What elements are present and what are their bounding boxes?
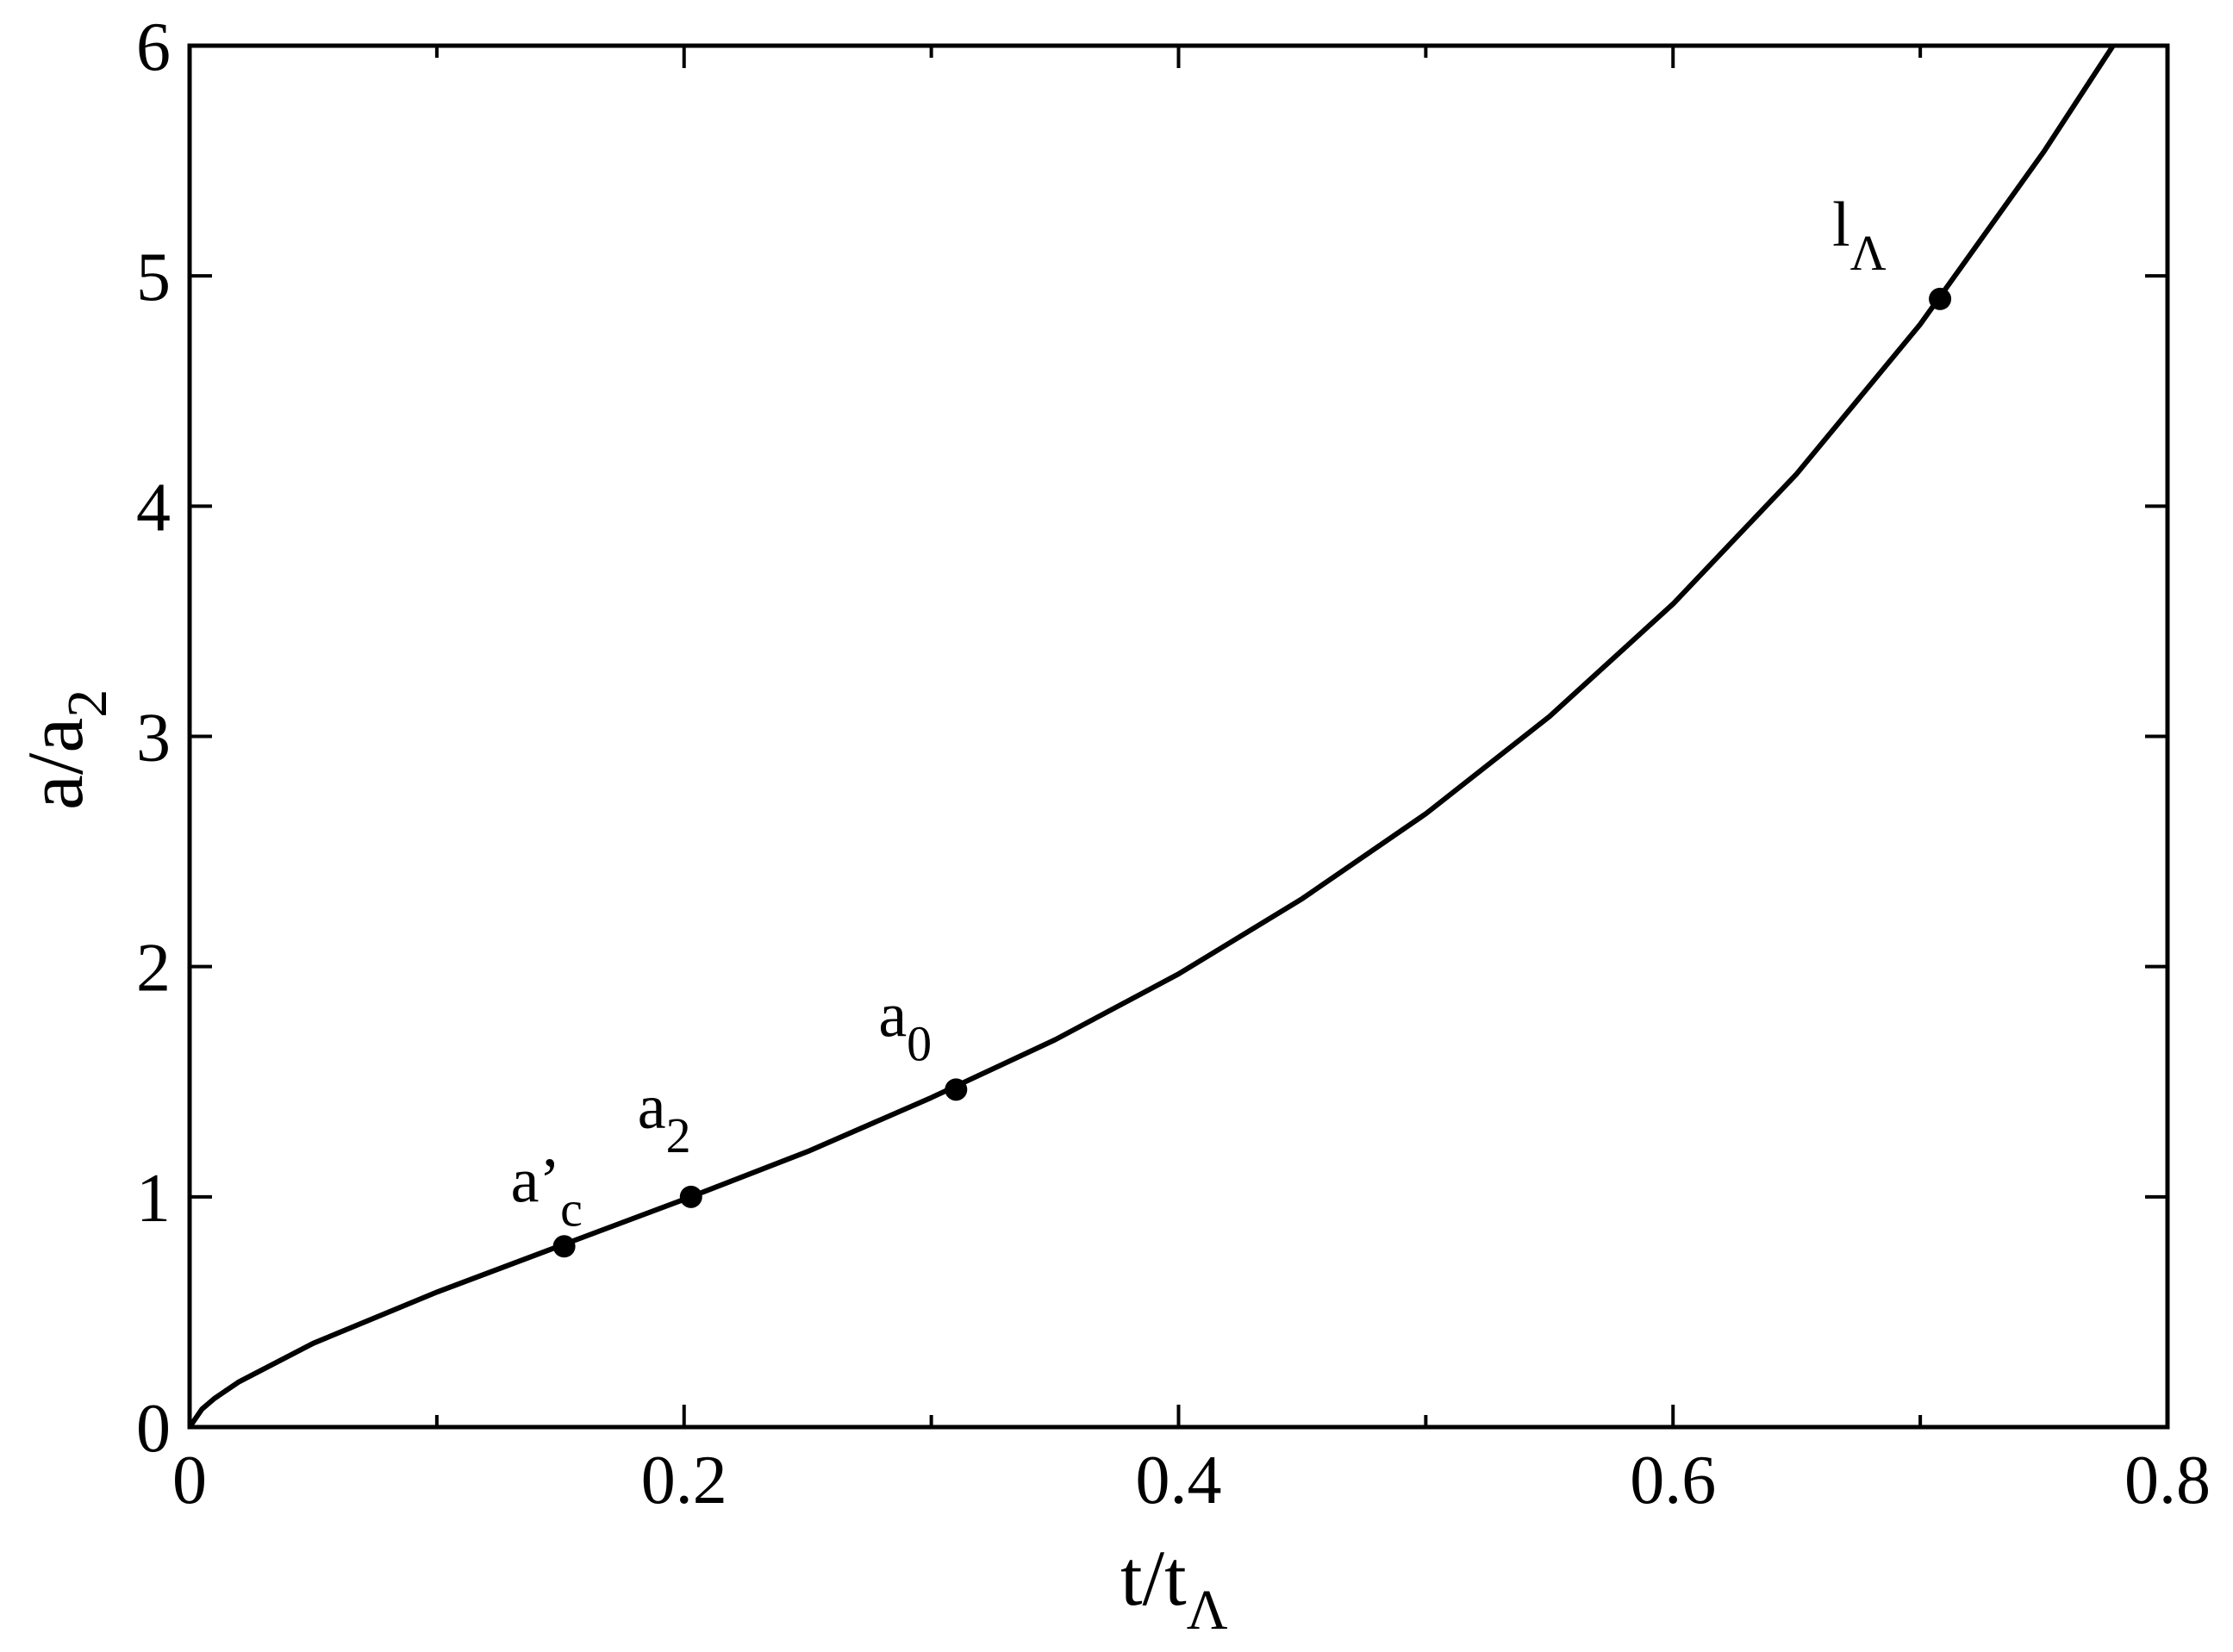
y-axis-title-main: a/a <box>11 718 99 810</box>
curve <box>187 44 2116 1429</box>
x-axis-title-main: t/t <box>1120 1534 1187 1622</box>
y-tick-label: 5 <box>136 240 171 315</box>
y-tick-label: 4 <box>136 470 171 545</box>
x-axis-title: t/tΛ <box>1120 1534 1228 1642</box>
point-label: a0 <box>878 980 932 1071</box>
point-label-main: l <box>1832 190 1850 260</box>
point-label-main: a <box>638 1072 666 1143</box>
y-tick-label: 0 <box>136 1391 171 1467</box>
point-label-main: a <box>878 980 907 1050</box>
point-label: a2 <box>638 1072 691 1163</box>
y-tick-label: 3 <box>136 701 171 776</box>
point-label-sub: c <box>560 1181 583 1237</box>
y-tick-label: 6 <box>136 9 171 85</box>
marker <box>679 1185 702 1208</box>
point-label-main: a’ <box>511 1145 561 1216</box>
y-tick-label: 2 <box>136 931 171 1007</box>
point-label: a’c <box>511 1145 583 1237</box>
point-label-sub: Λ <box>1850 225 1887 281</box>
x-tick-label: 0.6 <box>1630 1443 1716 1518</box>
x-tick-label: 0.8 <box>2124 1443 2211 1518</box>
point-label-sub: 2 <box>666 1107 691 1163</box>
x-tick-label: 0 <box>172 1443 207 1518</box>
y-axis-title-sub: 2 <box>56 689 119 718</box>
point-label: lΛ <box>1832 190 1887 281</box>
x-tick-label: 0.4 <box>1136 1443 1222 1518</box>
point-label-sub: 0 <box>907 1015 932 1071</box>
y-axis-title: a/a2 <box>11 689 119 810</box>
marker <box>1929 287 1952 310</box>
marker <box>945 1078 968 1101</box>
x-tick-label: 0.2 <box>641 1443 727 1518</box>
marker <box>552 1235 576 1258</box>
y-tick-label: 1 <box>136 1161 171 1237</box>
x-axis-title-sub: Λ <box>1187 1579 1228 1642</box>
